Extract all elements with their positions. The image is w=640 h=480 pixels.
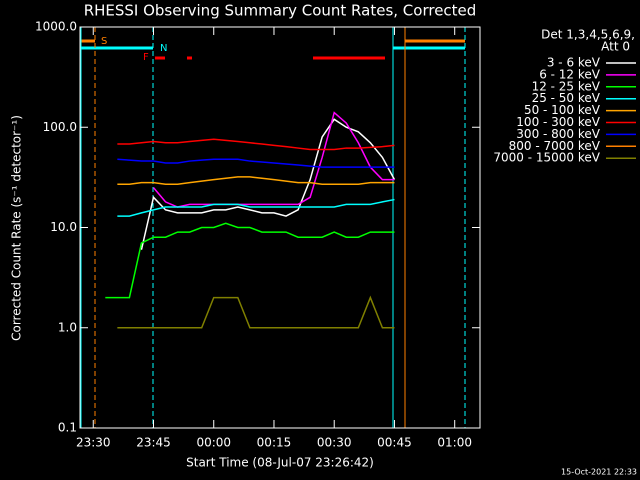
x-tick-label: 00:00 <box>196 436 231 450</box>
legend-title: Det 1,3,4,5,6,9, <box>541 28 635 42</box>
flag-label: S <box>101 36 107 47</box>
series-line <box>117 158 395 168</box>
x-tick-label: 23:45 <box>136 436 171 450</box>
chart-title: RHESSI Observing Summary Count Rates, Co… <box>84 2 477 20</box>
legend-label: 800 - 7000 keV <box>509 139 601 153</box>
legend-label: 100 - 300 keV <box>516 115 600 129</box>
y-tick-label: 1.0 <box>58 320 77 334</box>
series-line <box>117 198 395 217</box>
series-line <box>140 118 396 250</box>
y-tick-label: 1000.0 <box>35 20 77 34</box>
legend-label: 50 - 100 keV <box>524 103 601 117</box>
x-tick-label: 01:00 <box>437 436 472 450</box>
y-tick-label: 0.1 <box>58 421 77 435</box>
x-tick-label: 23:30 <box>76 436 111 450</box>
legend-label: 6 - 12 keV <box>539 67 601 81</box>
x-tick-label: 00:45 <box>377 436 412 450</box>
flag-label: F <box>143 52 149 63</box>
flags: S N F <box>80 27 466 428</box>
x-tick-label: 00:15 <box>257 436 292 450</box>
flag-label: N <box>160 43 167 54</box>
series-line <box>105 222 395 299</box>
legend-label: 12 - 25 keV <box>532 79 601 93</box>
y-tick-label: 10.0 <box>50 220 77 234</box>
legend-label: 3 - 6 keV <box>547 56 601 70</box>
x-tick-label: 00:30 <box>317 436 352 450</box>
legend-label: 7000 - 15000 keV <box>493 151 600 165</box>
plot-frame <box>79 26 481 429</box>
legend-label: 300 - 800 keV <box>516 127 600 141</box>
series-line <box>117 295 395 329</box>
series-line <box>152 111 395 208</box>
series-line <box>117 138 395 151</box>
y-axis-label: Corrected Count Rate (s⁻¹ detector⁻¹) <box>10 115 24 341</box>
series-line <box>117 176 395 186</box>
y-tick-label: 100.0 <box>43 120 77 134</box>
legend-label: 25 - 50 keV <box>532 91 601 105</box>
legend-title: Att 0 <box>601 40 630 54</box>
footer: 15-Oct-2021 22:33 <box>561 468 637 477</box>
x-axis-label: Start Time (08-Jul-07 23:26:42) <box>186 456 374 470</box>
